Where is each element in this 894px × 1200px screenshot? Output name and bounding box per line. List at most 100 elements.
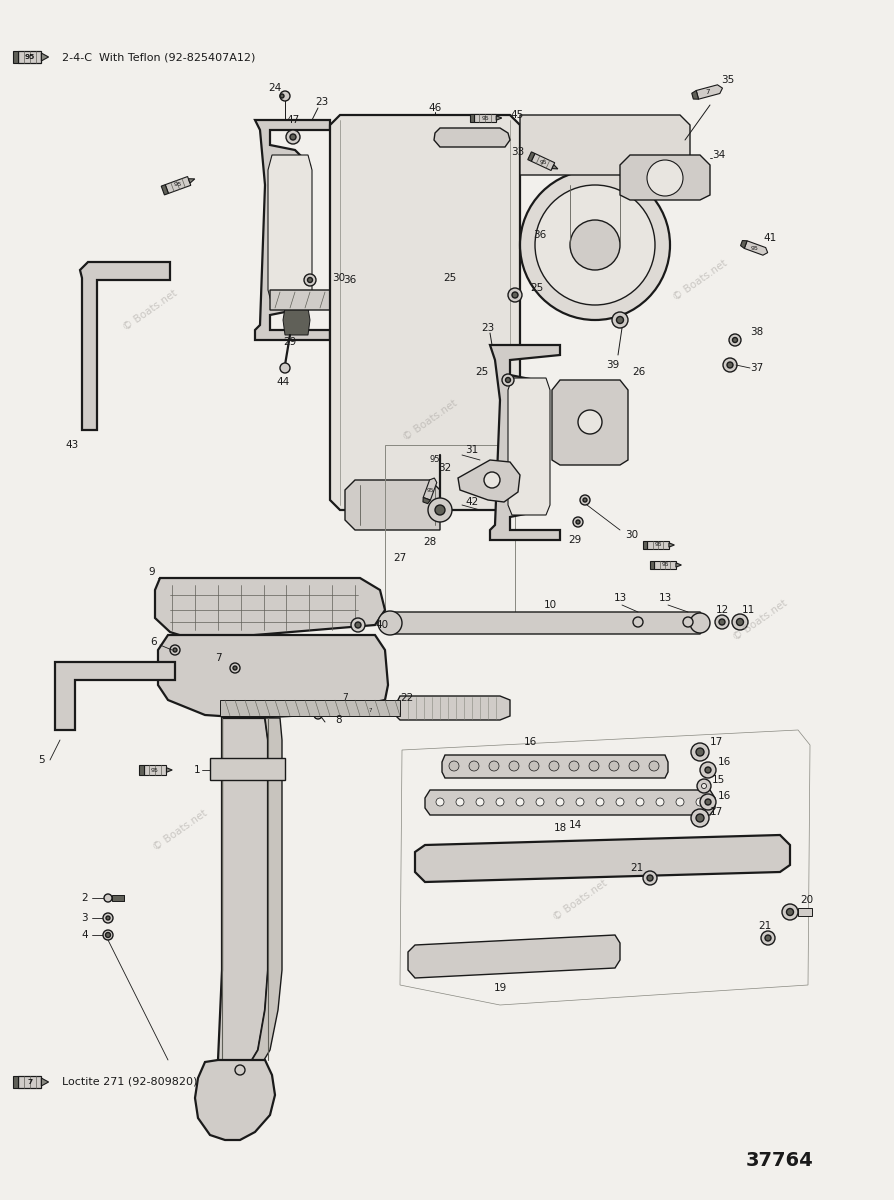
- Polygon shape: [745, 241, 768, 256]
- Circle shape: [351, 618, 365, 632]
- Polygon shape: [552, 164, 558, 169]
- Circle shape: [691, 809, 709, 827]
- Circle shape: [696, 798, 704, 806]
- Circle shape: [643, 871, 657, 886]
- Text: 13: 13: [613, 593, 627, 602]
- Text: 95: 95: [539, 160, 547, 164]
- Text: 95: 95: [654, 542, 662, 547]
- Bar: [18, 1076, 41, 1088]
- Polygon shape: [692, 90, 698, 100]
- Text: 36: 36: [343, 275, 357, 284]
- Circle shape: [549, 761, 559, 770]
- Polygon shape: [496, 115, 502, 120]
- Polygon shape: [158, 635, 388, 718]
- Circle shape: [636, 798, 644, 806]
- Text: 95: 95: [173, 182, 182, 187]
- Polygon shape: [423, 498, 430, 504]
- Text: 16: 16: [717, 757, 730, 767]
- Ellipse shape: [245, 665, 295, 685]
- Circle shape: [696, 814, 704, 822]
- Circle shape: [428, 498, 452, 522]
- Text: 12: 12: [715, 605, 729, 614]
- Bar: [18, 52, 41, 62]
- Polygon shape: [220, 700, 400, 716]
- Polygon shape: [620, 155, 710, 200]
- Circle shape: [316, 714, 319, 716]
- Text: © Boats.net: © Boats.net: [551, 877, 609, 923]
- Text: 19: 19: [493, 983, 507, 994]
- Text: 15: 15: [712, 775, 725, 785]
- Circle shape: [489, 761, 499, 770]
- Polygon shape: [470, 114, 474, 122]
- Circle shape: [647, 160, 683, 196]
- Text: 35: 35: [721, 74, 735, 85]
- Polygon shape: [392, 696, 510, 720]
- Polygon shape: [423, 478, 437, 500]
- Text: 18: 18: [553, 823, 567, 833]
- Polygon shape: [80, 262, 170, 430]
- Text: 30: 30: [625, 530, 638, 540]
- Text: 6: 6: [150, 637, 157, 647]
- Polygon shape: [552, 380, 628, 464]
- Circle shape: [690, 613, 710, 634]
- Polygon shape: [361, 707, 382, 714]
- Circle shape: [782, 904, 798, 920]
- Circle shape: [378, 611, 402, 635]
- Text: 24: 24: [268, 83, 282, 92]
- Circle shape: [435, 505, 445, 515]
- Text: 21: 21: [630, 863, 644, 874]
- Polygon shape: [210, 718, 268, 1094]
- Text: 41: 41: [763, 233, 777, 242]
- Text: 95: 95: [24, 54, 35, 60]
- Polygon shape: [520, 115, 690, 175]
- Circle shape: [573, 517, 583, 527]
- Text: 7: 7: [342, 694, 348, 702]
- Circle shape: [633, 617, 643, 626]
- Text: 17: 17: [709, 737, 722, 746]
- Polygon shape: [55, 662, 175, 730]
- Polygon shape: [696, 85, 722, 100]
- Text: 30: 30: [332, 272, 345, 283]
- Text: 11: 11: [741, 605, 755, 614]
- Circle shape: [437, 296, 443, 302]
- Text: 16: 16: [523, 737, 536, 746]
- Polygon shape: [474, 114, 496, 122]
- Circle shape: [535, 185, 655, 305]
- Text: 95: 95: [481, 115, 489, 120]
- Circle shape: [761, 931, 775, 946]
- Text: © Boats.net: © Boats.net: [121, 288, 179, 332]
- Text: 25: 25: [530, 283, 544, 293]
- Text: 44: 44: [276, 377, 290, 386]
- Polygon shape: [139, 766, 144, 774]
- Circle shape: [696, 748, 704, 756]
- Text: 21: 21: [758, 922, 772, 931]
- Circle shape: [304, 274, 316, 286]
- Polygon shape: [155, 578, 385, 640]
- Text: 27: 27: [393, 553, 407, 563]
- Polygon shape: [345, 480, 440, 530]
- Text: © Boats.net: © Boats.net: [401, 397, 459, 443]
- Text: 4: 4: [81, 930, 88, 940]
- Ellipse shape: [230, 660, 310, 690]
- Circle shape: [104, 894, 112, 902]
- Polygon shape: [669, 542, 674, 547]
- Polygon shape: [408, 935, 620, 978]
- Circle shape: [355, 622, 361, 628]
- Circle shape: [578, 410, 602, 434]
- Circle shape: [732, 337, 738, 342]
- Circle shape: [691, 743, 709, 761]
- Circle shape: [103, 930, 113, 940]
- Text: 2-4-C  With Teflon (92-825407A12): 2-4-C With Teflon (92-825407A12): [62, 52, 256, 62]
- Polygon shape: [268, 155, 312, 305]
- Circle shape: [233, 666, 237, 670]
- Polygon shape: [41, 53, 48, 61]
- Circle shape: [576, 520, 580, 524]
- Text: 29: 29: [283, 337, 297, 347]
- Text: 95: 95: [430, 456, 441, 464]
- Circle shape: [230, 662, 240, 673]
- Circle shape: [449, 761, 459, 770]
- Bar: [13, 52, 18, 62]
- Circle shape: [715, 614, 729, 629]
- Text: 16: 16: [717, 791, 730, 802]
- Polygon shape: [442, 755, 668, 778]
